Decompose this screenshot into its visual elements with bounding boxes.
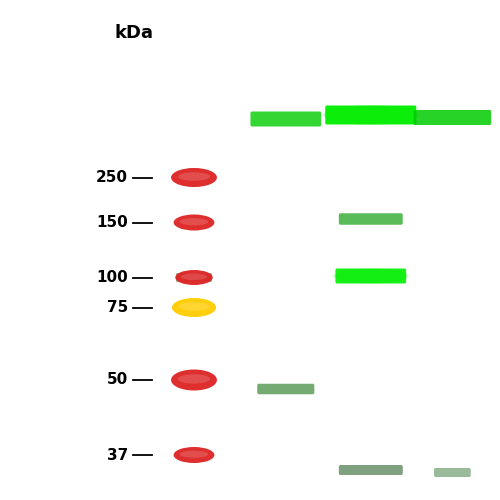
Ellipse shape xyxy=(180,450,208,458)
Text: 250: 250 xyxy=(96,170,128,185)
Text: 75: 75 xyxy=(106,300,128,315)
Ellipse shape xyxy=(334,268,408,283)
Ellipse shape xyxy=(178,172,210,181)
Ellipse shape xyxy=(178,374,210,384)
FancyBboxPatch shape xyxy=(325,106,416,124)
FancyBboxPatch shape xyxy=(250,112,321,126)
FancyBboxPatch shape xyxy=(336,268,406,283)
Ellipse shape xyxy=(323,105,418,125)
Text: 50: 50 xyxy=(106,372,128,388)
Text: 150: 150 xyxy=(96,215,128,230)
Text: 4: 4 xyxy=(446,13,459,32)
FancyBboxPatch shape xyxy=(434,468,471,477)
Ellipse shape xyxy=(171,370,217,390)
Ellipse shape xyxy=(180,218,208,226)
Ellipse shape xyxy=(174,214,214,230)
Ellipse shape xyxy=(171,168,217,187)
Ellipse shape xyxy=(178,302,210,311)
Text: 37: 37 xyxy=(106,448,128,462)
FancyBboxPatch shape xyxy=(339,465,403,475)
Ellipse shape xyxy=(172,298,216,317)
Text: 1: 1 xyxy=(187,13,201,32)
Text: kDa: kDa xyxy=(115,24,154,42)
Text: 100: 100 xyxy=(96,270,128,285)
FancyBboxPatch shape xyxy=(339,213,403,224)
Ellipse shape xyxy=(181,274,207,280)
Text: 2: 2 xyxy=(279,13,292,32)
FancyBboxPatch shape xyxy=(414,110,491,125)
Ellipse shape xyxy=(174,447,214,463)
Ellipse shape xyxy=(176,270,212,285)
FancyBboxPatch shape xyxy=(257,384,314,394)
FancyBboxPatch shape xyxy=(176,273,212,282)
Text: 3: 3 xyxy=(364,13,378,32)
